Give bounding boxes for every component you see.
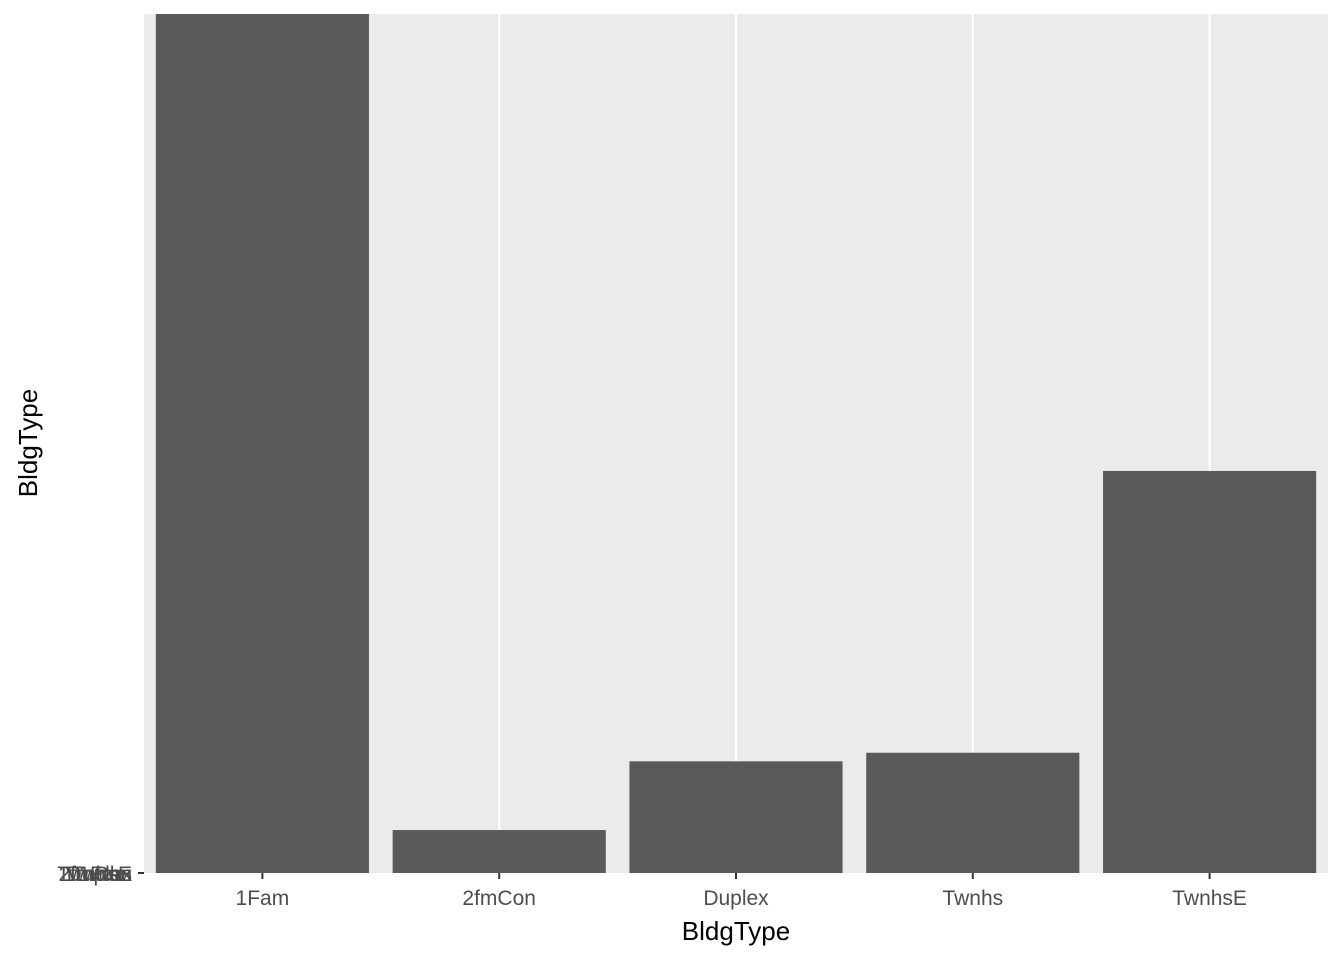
bar-duplex	[629, 761, 843, 873]
bar-twnhs	[866, 752, 1080, 873]
bar-2fmcon	[392, 830, 606, 873]
x-tick-label: TwnhsE	[1172, 887, 1247, 910]
bars	[155, 14, 1317, 873]
x-tick-label: Twnhs	[942, 887, 1003, 910]
x-tick-label: Duplex	[703, 887, 769, 910]
y-tick-label: 1Fam	[78, 863, 132, 886]
y-tick-label: Twnhs	[71, 863, 132, 886]
y-tick-label: Duplex	[67, 863, 133, 886]
x-tick-label: 1Fam	[236, 887, 290, 910]
bar-twnhse	[1103, 470, 1317, 873]
x-axis-title: BldgType	[682, 916, 790, 946]
bar-1fam	[155, 14, 369, 873]
x-axis-ticks: 1Fam 2fmCon Duplex Twnhs TwnhsE	[236, 873, 1247, 910]
y-axis-title: BldgType	[13, 389, 43, 497]
x-tick-label: 2fmCon	[462, 887, 536, 910]
y-tick-label: TwnhsE	[57, 863, 132, 886]
y-tick-label: 2fmCon	[58, 863, 132, 886]
